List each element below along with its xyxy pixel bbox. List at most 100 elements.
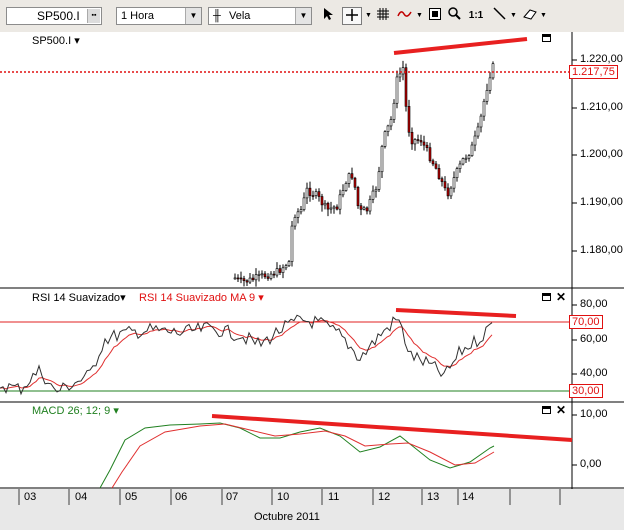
candle-body xyxy=(434,163,438,169)
candle-body xyxy=(362,207,366,210)
line-tool-button[interactable] xyxy=(492,7,506,25)
chart-type-value: Vela xyxy=(229,10,251,22)
wave-indicator-icon xyxy=(397,11,412,17)
y-axis-ticks xyxy=(572,59,577,466)
candle-body xyxy=(302,197,306,210)
candle-body xyxy=(359,205,363,210)
candle-body xyxy=(236,277,240,280)
candle-body xyxy=(269,273,273,279)
candle-body xyxy=(374,189,378,192)
candle-body xyxy=(278,268,282,273)
x-axis-label: 06 xyxy=(175,491,188,503)
indicator-button[interactable] xyxy=(396,7,414,25)
maximize-macd-pane-button[interactable] xyxy=(542,406,551,414)
candle-body xyxy=(425,144,429,148)
candle-body xyxy=(410,131,414,145)
close-rsi-pane-icon[interactable]: ✕ xyxy=(556,290,567,304)
candle-body xyxy=(479,115,483,128)
candle-body xyxy=(335,206,339,210)
candle-body xyxy=(260,273,264,276)
rsi-ma-pane-title[interactable]: RSI 14 Suavizado MA 9 ▾ xyxy=(139,292,264,304)
chevron-down-icon[interactable]: ▼ xyxy=(365,12,372,19)
chevron-down-icon[interactable]: ▼ xyxy=(540,12,547,19)
crosshair-tool-button[interactable] xyxy=(342,7,362,25)
maximize-price-pane-button[interactable] xyxy=(542,34,551,42)
price-y-label: 1.190,00 xyxy=(580,196,623,208)
chevron-down-icon[interactable]: ▼ xyxy=(416,12,423,19)
grid-button[interactable] xyxy=(376,7,390,25)
candle-body xyxy=(461,158,465,165)
chart-canvas[interactable] xyxy=(0,32,624,530)
chevron-down-icon: ▼ xyxy=(185,8,201,24)
candle-body xyxy=(314,191,318,196)
macd-trendline[interactable] xyxy=(211,414,573,442)
candle-body xyxy=(404,67,408,107)
price-trendline[interactable] xyxy=(393,37,528,55)
x-axis-label: 13 xyxy=(427,491,440,503)
diagonal-line-icon xyxy=(492,7,506,20)
last-price-tag: 1.217,75 xyxy=(569,65,618,79)
macd-pane-title[interactable]: MACD 26; 12; 9 ▾ xyxy=(32,405,119,417)
candle-body xyxy=(431,160,435,165)
candle-body xyxy=(491,63,495,79)
arrow-cursor-icon xyxy=(324,8,333,20)
macd-y-label: 0,00 xyxy=(580,458,602,470)
price-y-label: 1.200,00 xyxy=(580,148,623,160)
rsi-trendline[interactable] xyxy=(395,308,517,318)
toolbar: SP500.I ▪▪ 1 Hora ▼ ╫ Vela ▼ ▼ ▼ 1:1 ▼ ▼ xyxy=(0,0,624,33)
x-axis-label: 11 xyxy=(328,491,340,503)
candle-body xyxy=(473,135,477,146)
zoom-button[interactable] xyxy=(447,7,461,25)
candle-body xyxy=(368,199,372,212)
candle-body xyxy=(413,139,417,145)
candle-body xyxy=(428,147,432,162)
candle-body xyxy=(290,225,294,262)
cursor-tool-button[interactable] xyxy=(320,7,336,25)
price-y-label: 1.220,00 xyxy=(580,53,623,65)
candle-body xyxy=(323,202,327,206)
candle-body xyxy=(299,209,303,213)
candle-body xyxy=(347,173,351,184)
candle-body xyxy=(458,163,462,169)
rsi-y-label: 40,00 xyxy=(580,367,608,379)
eraser-icon xyxy=(522,9,537,20)
candle-body xyxy=(296,211,300,218)
eraser-button[interactable] xyxy=(522,7,538,25)
candle-body xyxy=(239,277,243,280)
macd-signal-line xyxy=(111,423,495,489)
maximize-rsi-pane-button[interactable] xyxy=(542,293,551,301)
candle-body xyxy=(308,187,312,196)
magnifier-icon xyxy=(447,7,461,20)
candle-body xyxy=(446,187,450,197)
close-macd-pane-icon[interactable]: ✕ xyxy=(556,403,567,417)
candle-body xyxy=(251,277,255,281)
candle-body xyxy=(338,194,342,210)
candle-body xyxy=(281,267,285,273)
rsi-pane-title[interactable]: RSI 14 Suavizado▾ xyxy=(32,292,126,304)
price-y-label: 1.180,00 xyxy=(580,244,623,256)
properties-button[interactable] xyxy=(428,7,442,25)
price-pane-title[interactable]: SP500.I ▾ xyxy=(32,35,80,47)
candle-body xyxy=(326,202,330,210)
chart-type-select[interactable]: ╫ Vela ▼ xyxy=(208,7,312,25)
candle-body xyxy=(353,177,357,188)
candle-body xyxy=(311,195,315,197)
symbol-lookup-button[interactable]: ▪▪ xyxy=(87,9,100,23)
scale-button[interactable]: 1:1 xyxy=(468,10,484,21)
candle-body xyxy=(380,146,384,173)
candle-body xyxy=(485,90,489,102)
symbol-value: SP500.I xyxy=(37,9,80,23)
candle-body xyxy=(341,190,345,196)
price-candles xyxy=(233,60,495,287)
chevron-down-icon[interactable]: ▼ xyxy=(510,12,517,19)
candle-body xyxy=(233,277,237,280)
macd-y-label: 10,00 xyxy=(580,408,608,420)
grid-icon xyxy=(377,8,389,20)
candle-body xyxy=(305,187,309,199)
candle-body xyxy=(482,100,486,117)
rsi-line xyxy=(0,314,493,396)
candle-body xyxy=(488,77,492,91)
interval-select[interactable]: 1 Hora ▼ xyxy=(116,7,202,25)
symbol-input[interactable]: SP500.I ▪▪ xyxy=(6,7,102,25)
candle-body xyxy=(416,139,420,141)
